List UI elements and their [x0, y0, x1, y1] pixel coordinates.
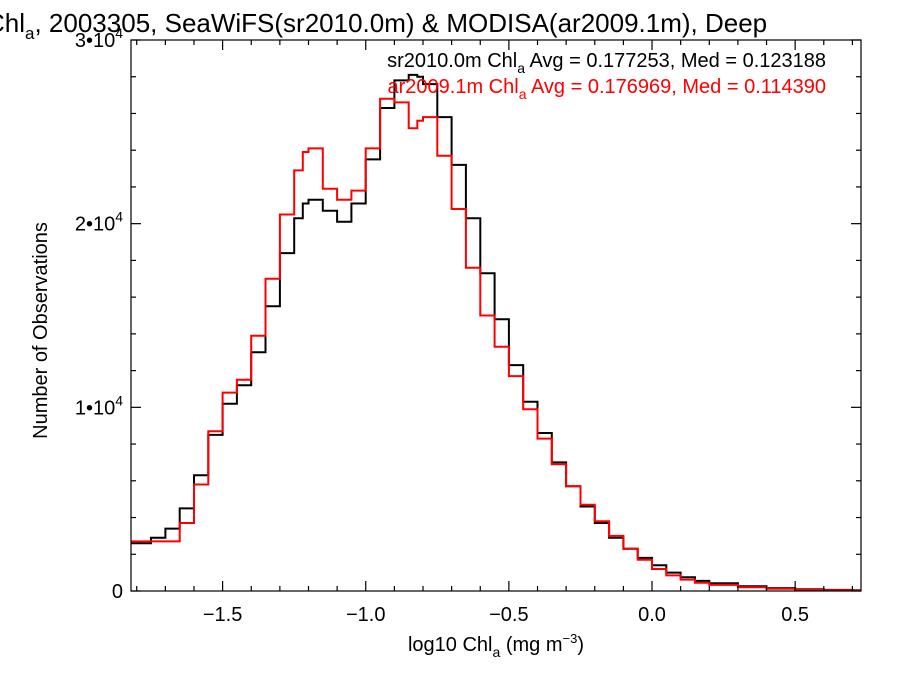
- stats-line-2: ar2009.1m Chla Avg = 0.176969, Med = 0.1…: [388, 76, 827, 102]
- x-tick-label: 0.5: [781, 604, 809, 626]
- x-tick-label: −1.5: [203, 604, 242, 626]
- stats-subscript: a: [517, 60, 525, 76]
- x-axis-label: log10 Chla (mg m−3): [408, 631, 584, 660]
- xlabel-subscript: a: [493, 644, 501, 660]
- x-tick-label: −0.5: [489, 604, 528, 626]
- stats-text: ar2009.1m Chl: [388, 76, 519, 98]
- y-tick-label: 3•104: [75, 25, 123, 52]
- stats-text: sr2010.0m Chl: [387, 50, 517, 72]
- xlabel-text-mid: (mg m: [500, 634, 562, 656]
- y-tick-exponent: 4: [115, 209, 123, 225]
- x-axis-ticks: −1.5 −1.0 −0.5 0.0 0.5: [136, 40, 854, 626]
- y-tick-exponent: 4: [115, 25, 123, 41]
- xlabel-text: log10 Chl: [408, 634, 493, 656]
- y-tick-base: 0: [112, 581, 123, 603]
- xlabel-text-end: ): [577, 634, 584, 656]
- axis-labels: log10 Chla (mg m−3) Number of Observatio…: [30, 222, 584, 660]
- title-text-rest: , 2003305, SeaWiFS(sr2010.0m) & MODISA(a…: [34, 8, 767, 38]
- chart-title: Chla, 2003305, SeaWiFS(sr2010.0m) & MODI…: [0, 8, 767, 43]
- series-layer: [131, 73, 861, 591]
- x-tick-label: −1.0: [346, 604, 385, 626]
- y-tick-label: 2•104: [75, 209, 123, 236]
- frame-layer: [130, 39, 862, 592]
- title-text: Chl: [0, 8, 25, 38]
- stats-line-1: sr2010.0m Chla Avg = 0.177253, Med = 0.1…: [387, 50, 826, 76]
- stats-subscript: a: [519, 86, 527, 102]
- series-2-line: [131, 97, 861, 591]
- y-tick-base: 2•10: [75, 214, 115, 236]
- stats-annotations: sr2010.0m Chla Avg = 0.177253, Med = 0.1…: [387, 50, 826, 102]
- x-tick-label: 0.0: [638, 604, 666, 626]
- y-tick-base: 1•10: [75, 397, 115, 419]
- y-axis-label: Number of Observations: [30, 222, 52, 439]
- stats-text-rest: Avg = 0.176969, Med = 0.114390: [526, 76, 826, 98]
- y-tick-label: 0: [112, 581, 123, 603]
- plot-frame: [130, 39, 862, 592]
- y-tick-label: 1•104: [75, 392, 123, 419]
- title-subscript: a: [25, 24, 35, 43]
- title-layer: Chla, 2003305, SeaWiFS(sr2010.0m) & MODI…: [0, 8, 767, 43]
- xlabel-superscript: −3: [563, 631, 578, 646]
- y-tick-base: 3•10: [75, 30, 115, 52]
- series-1-line: [131, 73, 861, 591]
- y-tick-exponent: 4: [115, 392, 123, 408]
- stats-text-rest: Avg = 0.177253, Med = 0.123188: [525, 50, 826, 72]
